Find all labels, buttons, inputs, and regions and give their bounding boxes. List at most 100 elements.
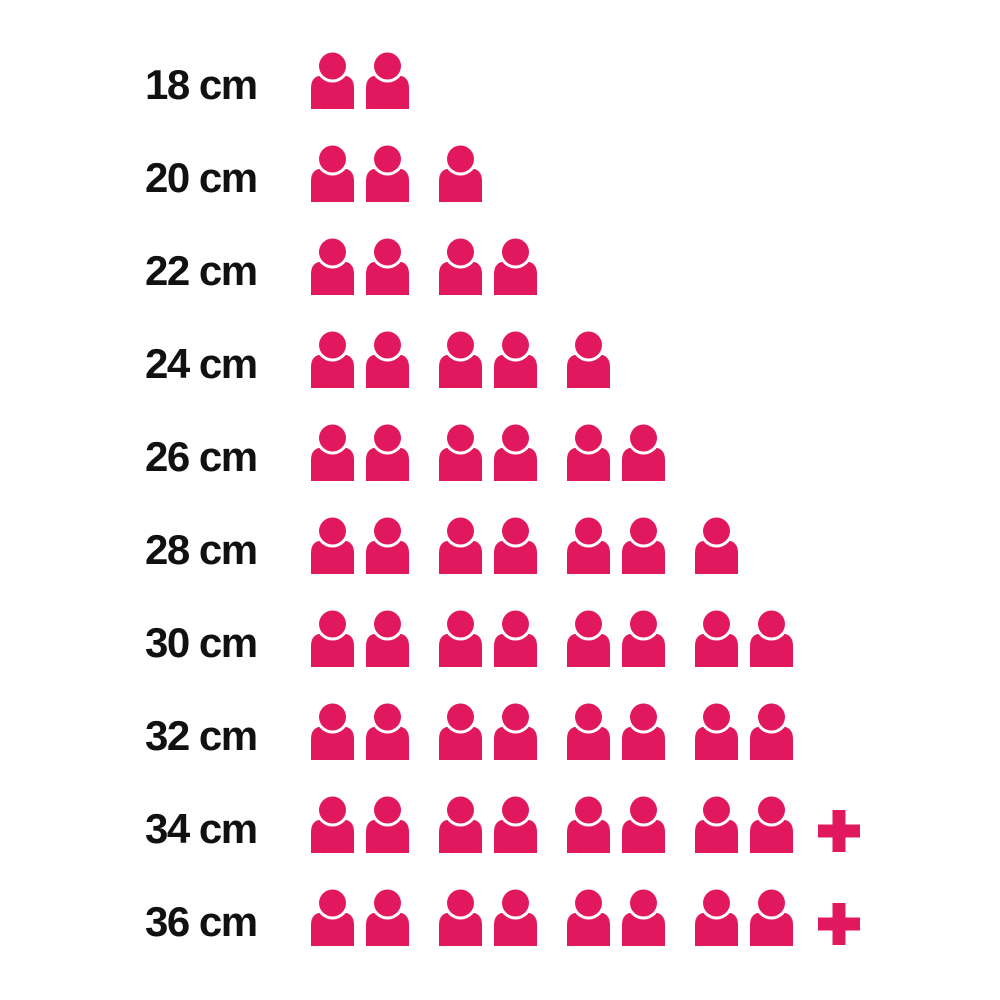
- person-icon: [366, 610, 409, 667]
- person-icon: [366, 889, 409, 946]
- person-icon: [494, 889, 537, 946]
- row-icons: [310, 796, 860, 853]
- icon-group: [438, 889, 538, 946]
- person-icon: [366, 52, 409, 109]
- row-label: 20 cm: [145, 154, 258, 201]
- person-icon: [567, 610, 610, 667]
- icon-group: [566, 331, 611, 388]
- row-label: 30 cm: [145, 619, 258, 666]
- person-icon: [366, 145, 409, 202]
- person-icon: [695, 610, 738, 667]
- person-icon: [439, 331, 482, 388]
- icon-group: [694, 517, 739, 574]
- person-icon: [366, 424, 409, 481]
- row-icons: [310, 238, 566, 295]
- icon-group: [310, 424, 410, 481]
- icon-group: [566, 424, 666, 481]
- person-icon: [439, 424, 482, 481]
- person-icon: [622, 517, 665, 574]
- icon-group: [310, 145, 410, 202]
- row-label: 28 cm: [145, 526, 258, 573]
- person-icon: [567, 889, 610, 946]
- icon-group: [566, 703, 666, 760]
- person-icon: [439, 796, 482, 853]
- person-icon: [311, 52, 354, 109]
- row-label: 22 cm: [145, 247, 258, 294]
- person-icon: [695, 796, 738, 853]
- person-icon: [695, 889, 738, 946]
- person-icon: [622, 889, 665, 946]
- chart-row: 28 cm: [0, 481, 1000, 574]
- person-icon: [750, 889, 793, 946]
- person-icon: [567, 517, 610, 574]
- person-icon: [567, 703, 610, 760]
- icon-group: [438, 517, 538, 574]
- icon-group: [694, 796, 794, 853]
- icon-group: [310, 796, 410, 853]
- plus-overflow-icon: [818, 903, 860, 945]
- row-label: 24 cm: [145, 340, 258, 387]
- row-icons: [310, 703, 822, 760]
- icon-group: [310, 610, 410, 667]
- person-icon: [366, 703, 409, 760]
- icon-group: [438, 424, 538, 481]
- person-icon: [622, 610, 665, 667]
- chart-row: 32 cm: [0, 667, 1000, 760]
- icon-group: [438, 145, 483, 202]
- chart-row: 18 cm: [0, 16, 1000, 109]
- person-icon: [695, 517, 738, 574]
- person-icon: [439, 889, 482, 946]
- person-icon: [567, 424, 610, 481]
- icon-group: [438, 796, 538, 853]
- person-icon: [311, 238, 354, 295]
- person-icon: [311, 610, 354, 667]
- icon-group: [566, 610, 666, 667]
- chart-row: 24 cm: [0, 295, 1000, 388]
- person-icon: [311, 331, 354, 388]
- person-icon: [750, 796, 793, 853]
- person-icon: [494, 703, 537, 760]
- row-label: 32 cm: [145, 712, 258, 759]
- person-icon: [695, 703, 738, 760]
- icon-group: [438, 703, 538, 760]
- row-label: 26 cm: [145, 433, 258, 480]
- person-icon: [311, 145, 354, 202]
- icon-group: [438, 238, 538, 295]
- person-icon: [311, 424, 354, 481]
- chart-row: 36 cm: [0, 853, 1000, 946]
- person-icon: [366, 517, 409, 574]
- person-icon: [494, 796, 537, 853]
- icon-group: [694, 610, 794, 667]
- icon-group: [310, 517, 410, 574]
- icon-group: [310, 52, 410, 109]
- person-icon: [750, 703, 793, 760]
- row-icons: [310, 517, 767, 574]
- chart-row: 30 cm: [0, 574, 1000, 667]
- row-icons: [310, 889, 860, 946]
- person-icon: [439, 145, 482, 202]
- person-icon: [494, 238, 537, 295]
- icon-group: [310, 331, 410, 388]
- icon-group: [566, 517, 666, 574]
- row-icons: [310, 52, 438, 109]
- person-icon: [366, 238, 409, 295]
- icon-group: [566, 796, 666, 853]
- person-icon: [494, 610, 537, 667]
- plus-overflow-icon: [818, 810, 860, 852]
- icon-group: [310, 889, 410, 946]
- person-icon: [567, 796, 610, 853]
- row-icons: [310, 610, 822, 667]
- person-icon: [439, 610, 482, 667]
- person-icon: [439, 517, 482, 574]
- person-icon: [622, 796, 665, 853]
- person-icon: [311, 889, 354, 946]
- person-icon: [494, 517, 537, 574]
- icon-group: [438, 610, 538, 667]
- person-icon: [311, 703, 354, 760]
- row-icons: [310, 424, 694, 481]
- person-icon: [622, 424, 665, 481]
- person-icon: [622, 703, 665, 760]
- person-icon: [494, 331, 537, 388]
- row-icons: [310, 331, 639, 388]
- row-label: 36 cm: [145, 898, 258, 945]
